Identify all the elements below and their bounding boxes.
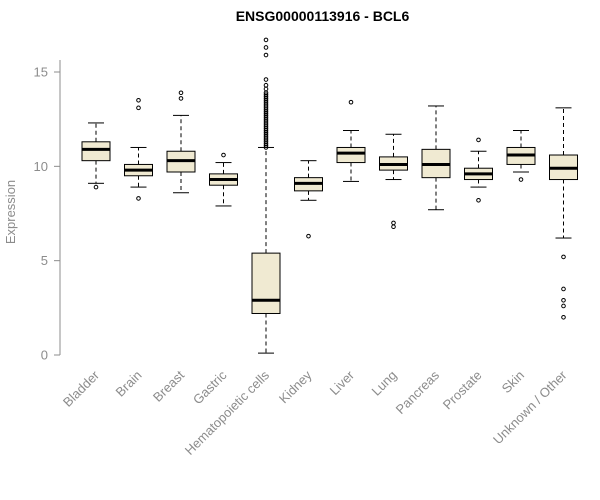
- outlier-point: [136, 98, 141, 103]
- boxplot-skin: Skin: [499, 129, 536, 396]
- x-tick-label: Kidney: [276, 367, 315, 406]
- x-tick-label: Hematopoietic cells: [182, 367, 273, 458]
- y-tick-label: 5: [41, 253, 48, 268]
- outlier-point: [263, 86, 269, 92]
- x-tick-label: Liver: [327, 367, 358, 398]
- y-tick-label: 0: [41, 348, 48, 363]
- boxplot-breast: Breast: [150, 90, 196, 405]
- outlier-point: [476, 197, 481, 203]
- outlier-point: [263, 45, 269, 50]
- outlier-point: [263, 37, 269, 43]
- boxplot-liver: Liver: [327, 99, 366, 398]
- outlier-point: [561, 297, 566, 303]
- outlier-point: [263, 77, 269, 82]
- outlier-point: [93, 184, 99, 190]
- x-tick-label: Prostate: [440, 368, 485, 413]
- boxplot-kidney: Kidney: [276, 160, 323, 406]
- outlier-point: [391, 224, 396, 230]
- x-tick-label: Brain: [113, 368, 145, 400]
- y-tick-label: 15: [34, 65, 48, 80]
- outlier-point: [561, 314, 566, 320]
- outlier-point: [391, 220, 396, 226]
- x-tick-label: Breast: [150, 367, 187, 404]
- outlier-point: [561, 254, 566, 260]
- outlier-point: [263, 52, 269, 58]
- x-tick-label: Lung: [369, 368, 400, 399]
- box-rect: [251, 252, 281, 314]
- box-rect: [81, 141, 111, 162]
- x-tick-label: Bladder: [60, 367, 103, 410]
- outlier-point: [306, 233, 311, 239]
- boxplot-pancreas: Pancreas: [393, 105, 451, 417]
- boxplot-prostate: Prostate: [440, 137, 493, 413]
- boxplot-bladder: Bladder: [60, 122, 111, 410]
- x-tick-label: Gastric: [190, 367, 230, 407]
- outlier-point: [136, 196, 141, 201]
- boxplot-brain: Brain: [113, 98, 153, 400]
- outlier-point: [136, 105, 141, 111]
- y-tick-label: 10: [34, 159, 48, 174]
- outlier-point: [221, 152, 226, 158]
- outlier-point: [348, 99, 354, 105]
- boxplot-gastric: Gastric: [190, 152, 238, 407]
- outlier-point: [263, 92, 269, 97]
- outlier-point: [561, 286, 566, 292]
- outlier-point: [263, 82, 269, 88]
- box-rect: [336, 146, 366, 164]
- outlier-point: [178, 90, 184, 96]
- outlier-point: [518, 177, 524, 182]
- y-axis-title: Expression: [3, 180, 18, 244]
- x-tick-label: Pancreas: [393, 367, 443, 417]
- chart-title: ENSG00000113916 - BCL6: [235, 8, 410, 24]
- boxplot-lung: Lung: [369, 133, 408, 399]
- outlier-point: [178, 96, 184, 101]
- outlier-point: [561, 303, 566, 309]
- outlier-point: [476, 137, 481, 143]
- x-tick-label: Skin: [499, 368, 527, 396]
- x-tick-label: Unknown / Other: [490, 367, 570, 447]
